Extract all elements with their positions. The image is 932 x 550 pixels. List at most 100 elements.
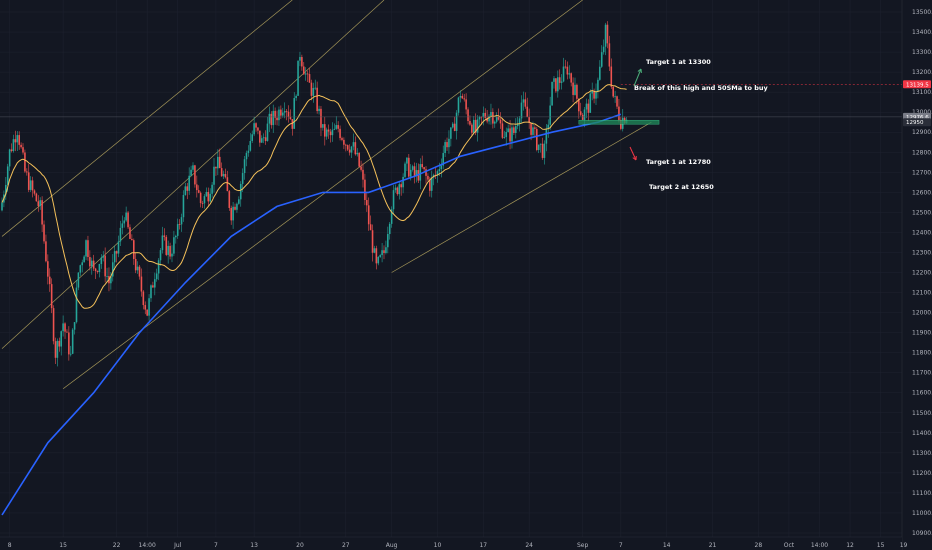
candle-body	[276, 117, 278, 121]
candle-body	[333, 128, 336, 130]
candle-body	[60, 331, 63, 347]
price-tick-label: 11600.0	[912, 390, 932, 397]
candle-body	[167, 245, 169, 255]
candle-body	[390, 209, 393, 224]
candle-body	[192, 165, 194, 170]
price-tick-label: 12000.0	[912, 310, 932, 317]
candle-body	[106, 276, 108, 277]
candle-body	[56, 340, 59, 358]
candle-body	[207, 191, 210, 202]
candle-body	[182, 194, 185, 218]
time-axis-background[interactable]	[0, 537, 902, 550]
candle-body	[54, 341, 57, 358]
candle-body	[331, 129, 334, 136]
price-axis-labels: 10900.0 11000.0 11100.0 11200.0 11300.0 11400…	[912, 9, 932, 537]
candle-body	[524, 99, 527, 107]
candle-body	[39, 200, 41, 206]
annotations: Target 1 at 13300 Break of this high and …	[634, 58, 768, 191]
candle-body	[113, 251, 116, 263]
price-axis-background[interactable]	[902, 0, 932, 550]
time-tick-label: 13	[250, 542, 258, 549]
candle-body	[593, 90, 595, 99]
candle-body	[589, 93, 592, 113]
candle-body	[154, 279, 156, 288]
candle-body	[52, 308, 55, 342]
candle-body	[323, 124, 326, 137]
candle-body	[31, 180, 34, 191]
candle-body	[530, 122, 532, 135]
candle-body	[266, 123, 269, 141]
candle-body	[440, 165, 443, 170]
candle-body	[1, 202, 3, 211]
candle-body	[176, 224, 179, 236]
candle-body	[79, 265, 82, 273]
candle-body	[421, 164, 423, 168]
candle-body	[71, 329, 74, 354]
price-tick-label: 10900.0	[912, 530, 932, 537]
candle-body	[8, 149, 11, 167]
candle-body	[413, 166, 416, 177]
candle-body	[360, 166, 362, 170]
candle-body	[280, 109, 282, 116]
channel-line	[391, 121, 652, 273]
candle-body	[304, 73, 307, 75]
candle-body	[409, 169, 412, 177]
candle-body	[572, 82, 574, 95]
price-tick-label: 13100.0	[912, 89, 932, 96]
price-tick-label: 11700.0	[912, 370, 932, 377]
candle-body	[325, 129, 328, 137]
time-tick-label: 14	[663, 542, 671, 549]
candle-body	[348, 149, 351, 153]
candle-body	[610, 66, 613, 87]
candle-body	[35, 193, 38, 202]
time-tick-label: 10	[434, 542, 442, 549]
candle-body	[270, 113, 273, 126]
candle-body	[302, 66, 305, 75]
candle-body	[579, 111, 582, 115]
candle-body	[178, 224, 181, 225]
candle-body	[472, 119, 475, 133]
candle-body	[358, 152, 360, 167]
candle-body	[96, 271, 99, 273]
candle-body	[18, 135, 20, 145]
channel-line	[1, 0, 385, 349]
candle-body	[499, 119, 502, 124]
annotation-text: Target 2 at 12650	[649, 183, 714, 191]
candle-body	[574, 84, 576, 95]
candle-body	[90, 260, 93, 267]
candle-body	[425, 169, 427, 176]
time-tick-label: 20	[296, 542, 304, 549]
candle-body	[27, 172, 30, 190]
candle-body	[127, 212, 129, 228]
candle-body	[362, 169, 364, 180]
time-tick-label: 22	[113, 542, 121, 549]
candle-body	[171, 253, 173, 257]
annotation-text: Break of this high and 50SMa to buy	[634, 84, 768, 92]
candle-body	[532, 127, 534, 135]
candle-body	[115, 251, 118, 254]
candle-body	[234, 206, 236, 210]
candle-body	[497, 116, 500, 120]
candle-body	[140, 276, 143, 292]
candle-body	[310, 82, 313, 96]
candle-body	[232, 206, 234, 221]
candle-body	[436, 171, 439, 176]
candle-body	[26, 171, 28, 173]
candle-body	[48, 276, 51, 285]
candle-body	[301, 57, 303, 67]
candle-body	[564, 66, 567, 68]
candle-body	[169, 245, 171, 257]
candle-body	[69, 353, 72, 355]
candle-body	[345, 144, 347, 146]
price-tick-label: 11100.0	[912, 490, 932, 497]
candle-body	[262, 137, 265, 139]
candle-body	[220, 168, 223, 177]
price-tag	[903, 80, 931, 89]
candle-body	[85, 240, 87, 257]
candle-body	[104, 255, 106, 277]
candle-body	[249, 140, 252, 151]
arrow-line	[629, 146, 637, 161]
candle-body	[396, 187, 399, 195]
